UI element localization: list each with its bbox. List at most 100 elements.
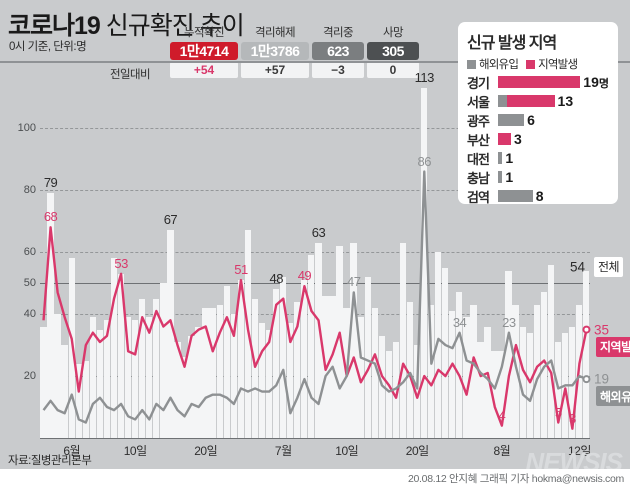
- region-legend-panel: 신규 발생 지역 해외유입 지역발생 경기 19명 서울 13 광주 6 부산 3 대전 1 충남 1…: [458, 22, 618, 205]
- bar: [216, 304, 223, 438]
- region-seg-overseas: [498, 152, 503, 164]
- bar: [286, 323, 294, 438]
- end-tag-지역발생: 지역발생: [596, 336, 630, 357]
- legend-swatch-overseas-icon: [467, 59, 476, 69]
- bar: [117, 273, 125, 438]
- bar: [75, 363, 82, 438]
- gridline-80: [40, 190, 590, 192]
- region-row: 검역 8: [467, 187, 609, 205]
- bar: [124, 317, 132, 438]
- bar: [505, 270, 512, 438]
- page-title: 코로나19 신규확진 추이: [8, 6, 245, 42]
- x-tick: 12일: [567, 444, 591, 458]
- data-label: 48: [269, 271, 283, 287]
- y-tick-50: 50: [23, 277, 36, 290]
- bar: [568, 326, 576, 438]
- region-bar: [497, 76, 581, 88]
- region-value: 6: [527, 112, 535, 128]
- region-unit: 명: [598, 77, 609, 90]
- bar: [230, 314, 237, 438]
- source-note: 자료:질병관리본부: [8, 455, 92, 467]
- data-label: 51: [234, 262, 248, 278]
- stat-label: 누적확진: [184, 27, 225, 39]
- x-tick: 8월: [493, 444, 511, 458]
- bar: [364, 276, 371, 438]
- data-label: 5: [554, 404, 562, 420]
- data-label: 63: [311, 224, 326, 240]
- data-label: 49: [297, 268, 312, 284]
- bar: [174, 341, 181, 438]
- bar: [540, 292, 548, 438]
- bar: [484, 326, 491, 438]
- legend-swatch-local-icon: [526, 59, 536, 69]
- bar: [519, 326, 526, 438]
- bar: [265, 329, 273, 438]
- data-label: 86: [417, 153, 432, 169]
- bar: [582, 270, 590, 438]
- bar: [223, 286, 230, 438]
- bar: [463, 317, 470, 438]
- region-bar: [498, 133, 512, 145]
- bar: [251, 298, 259, 438]
- stat-value: 1만3786: [241, 42, 309, 60]
- bar: [153, 298, 160, 438]
- y-tick-80: 80: [23, 184, 36, 197]
- region-seg-overseas: [498, 114, 525, 126]
- y-tick-20: 20: [23, 370, 36, 383]
- bar: [54, 314, 61, 438]
- bar: [512, 304, 519, 438]
- title-rest-text: 신규확진 추이: [105, 12, 245, 40]
- region-seg-local: [497, 76, 581, 88]
- end-point-지역발생: [583, 327, 589, 333]
- stat-delta: 0: [367, 62, 419, 78]
- bar: [554, 341, 562, 438]
- region-name: 검역: [467, 189, 490, 205]
- stat-col-2: 격리중 623 −3: [312, 24, 364, 78]
- summary-stats: 누적확진 1만4714 +54 격리해제 1만3786 +57 격리중 623 −3 사망 305 0: [170, 24, 422, 78]
- bar: [181, 357, 188, 438]
- gridline-20: [40, 376, 590, 378]
- region-row: 대전 1: [467, 149, 609, 167]
- region-seg-overseas: [498, 171, 503, 183]
- bar: [406, 301, 414, 438]
- bar: [315, 242, 322, 438]
- region-name: 충남: [467, 170, 490, 186]
- bar: [40, 326, 47, 438]
- region-bar: [498, 171, 503, 183]
- bar: [131, 320, 139, 438]
- bar: [61, 345, 68, 438]
- chart-plot-area: 100 80 60 50 40 20 79 67 63 113 48 68 53 51 49 4 5 3 47 86…: [18, 70, 630, 458]
- end-value-해외유입: 19: [594, 371, 610, 387]
- data-label: 23: [502, 314, 516, 330]
- data-label: 3: [568, 410, 576, 426]
- bar: [378, 335, 385, 438]
- bar: [96, 329, 104, 438]
- region-row: 광주 6: [467, 111, 609, 129]
- bar: [258, 323, 266, 438]
- stat-value: 623: [312, 42, 364, 60]
- bar: [188, 335, 195, 438]
- prev-day-label: 전일대비: [110, 69, 151, 81]
- bar: [533, 304, 540, 438]
- bar: [399, 242, 407, 438]
- bar: [82, 360, 89, 438]
- end-value-전체: 54: [570, 259, 586, 275]
- header-divider: [0, 61, 630, 63]
- end-value-지역발생: 35: [594, 322, 610, 338]
- end-point-해외유입: [583, 376, 589, 382]
- bar: [89, 317, 97, 438]
- data-label: 4: [498, 407, 506, 423]
- bar: [420, 88, 428, 438]
- region-row: 부산 3: [467, 130, 609, 148]
- legend-keys: 해외유입 지역발생: [467, 56, 609, 72]
- line-series-해외유입: [44, 172, 587, 423]
- region-bar: [498, 152, 503, 164]
- region-seg-overseas: [498, 95, 507, 107]
- x-tick: 10일: [335, 444, 359, 458]
- bar: [195, 326, 202, 438]
- region-seg-local: [498, 133, 512, 145]
- bar: [237, 280, 245, 438]
- region-name: 부산: [467, 132, 490, 148]
- x-tick: 20일: [194, 444, 218, 458]
